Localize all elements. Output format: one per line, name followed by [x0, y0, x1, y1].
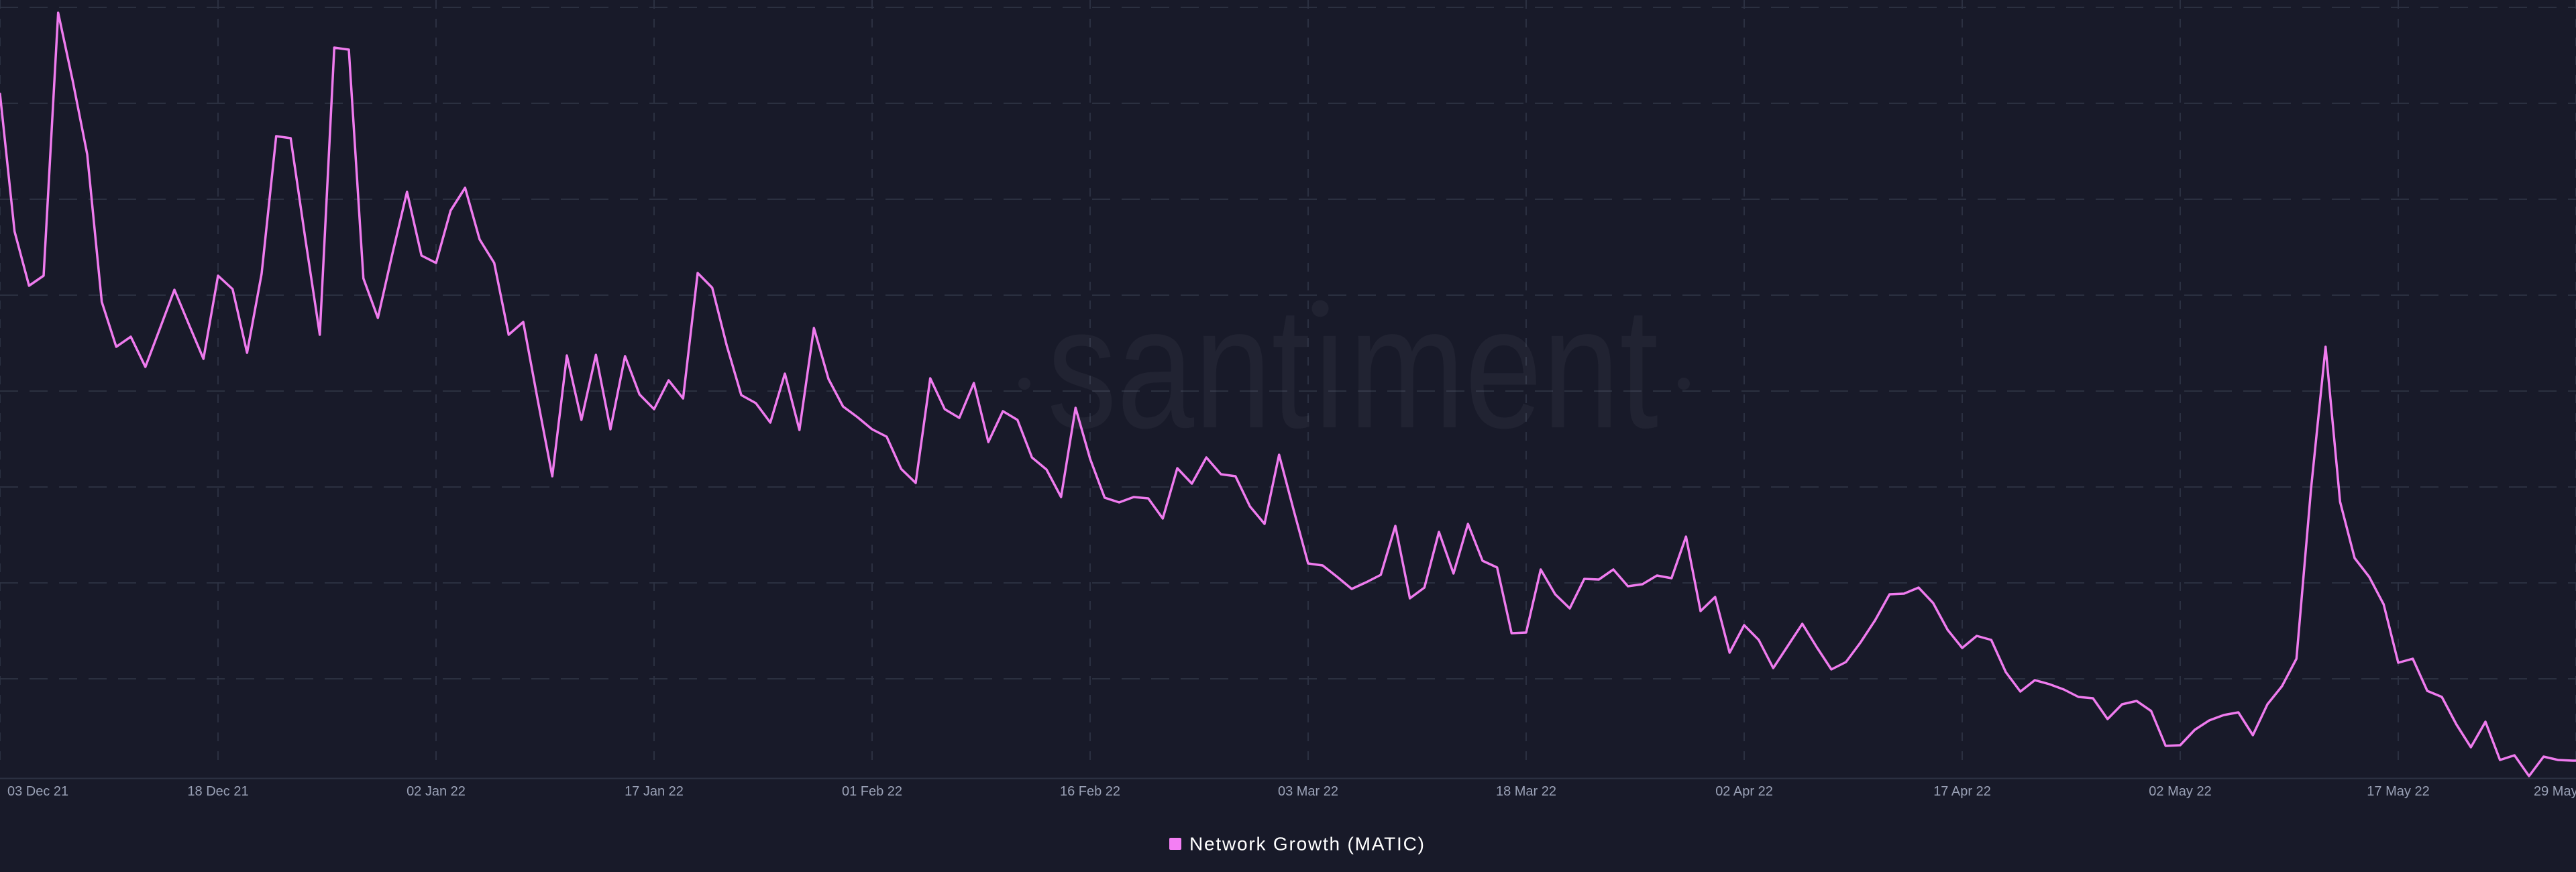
svg-text:01 Feb 22: 01 Feb 22	[842, 784, 902, 799]
svg-text:18 Mar 22: 18 Mar 22	[1496, 784, 1556, 799]
svg-text:17 May 22: 17 May 22	[2367, 784, 2429, 799]
svg-text:santıment: santıment	[1047, 270, 1659, 464]
svg-text:02 Jan 22: 02 Jan 22	[407, 784, 466, 799]
svg-text:29 May 22: 29 May 22	[2534, 784, 2576, 799]
svg-text:02 Apr 22: 02 Apr 22	[1715, 784, 1773, 799]
svg-text:18 Dec 21: 18 Dec 21	[187, 784, 248, 799]
svg-text:Network Growth (MATIC): Network Growth (MATIC)	[1189, 834, 1426, 855]
svg-text:03 Mar 22: 03 Mar 22	[1278, 784, 1338, 799]
svg-text:02 May 22: 02 May 22	[2149, 784, 2211, 799]
svg-text:03 Dec 21: 03 Dec 21	[7, 784, 68, 799]
svg-text:17 Jan 22: 17 Jan 22	[625, 784, 684, 799]
svg-text:16 Feb 22: 16 Feb 22	[1060, 784, 1120, 799]
svg-text:17 Apr 22: 17 Apr 22	[1933, 784, 1991, 799]
